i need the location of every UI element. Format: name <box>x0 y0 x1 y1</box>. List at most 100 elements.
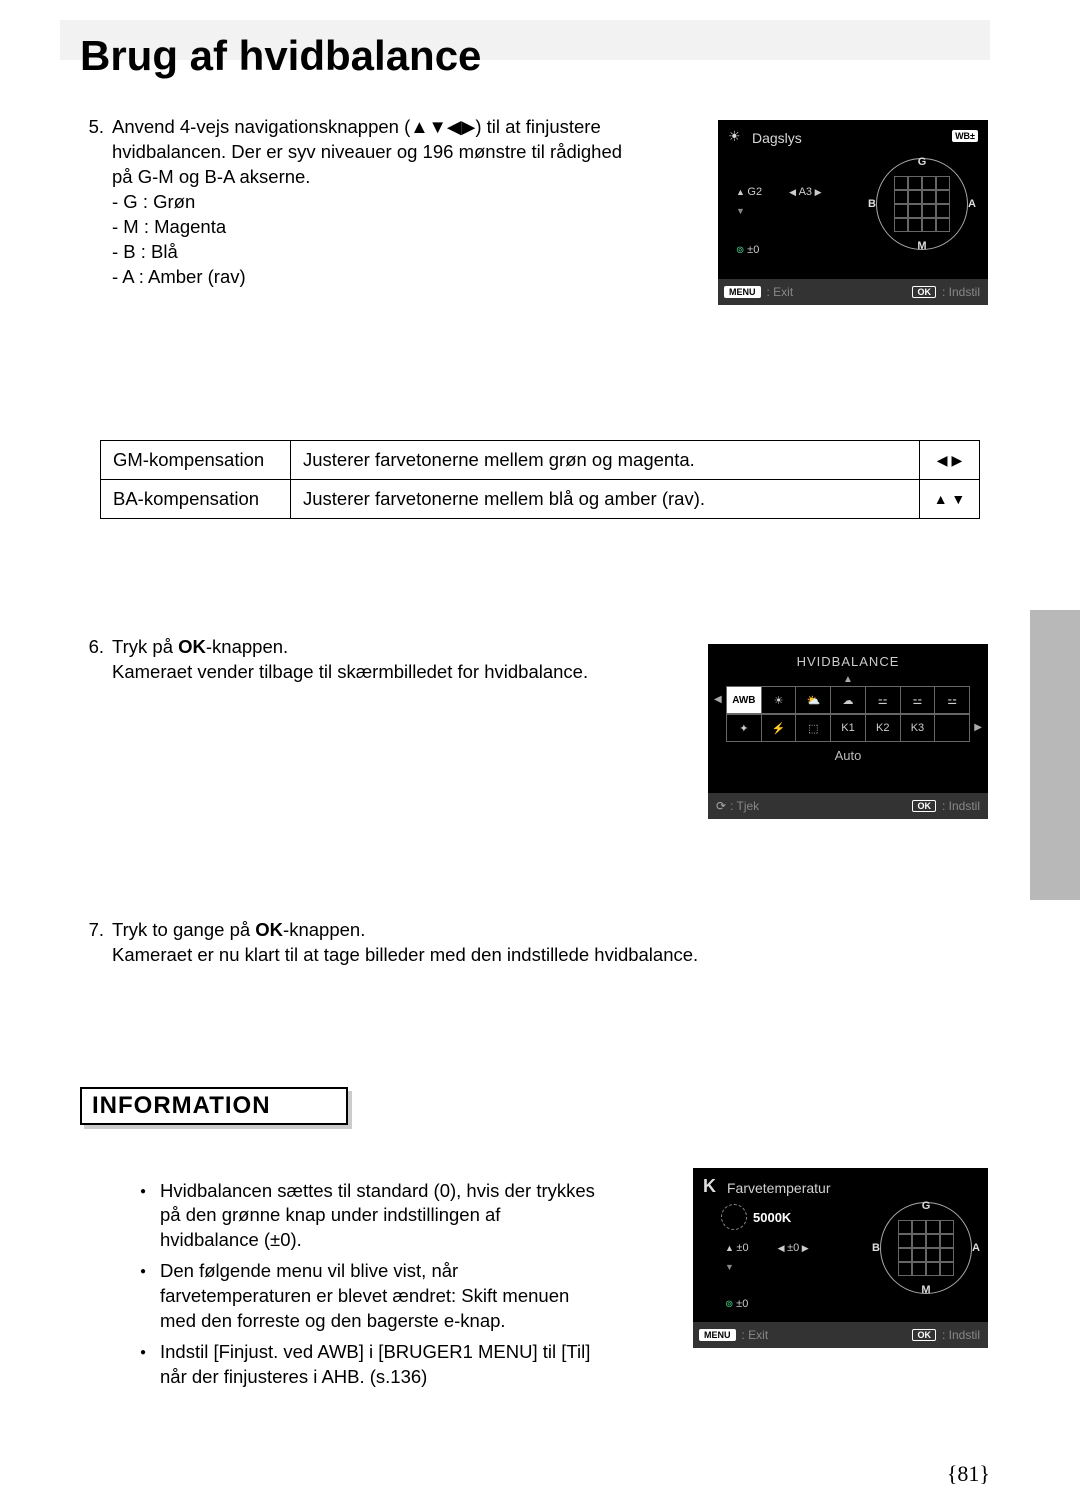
step-7: 7. Tryk to gange på OK-knappen. Kameraet… <box>80 918 880 968</box>
gm-arrows: ◀ ▶ <box>920 441 980 480</box>
wb-awb-cell[interactable]: AWB <box>727 687 762 713</box>
sun-icon: ☀ <box>728 128 741 145</box>
lcd3-val3: ±0 <box>725 1298 748 1310</box>
wb-row-1: AWB ☀ ⛅ ☁ ⚍ ⚍ ⚍ <box>726 686 970 714</box>
lcd3-exit: : Exit <box>742 1328 769 1342</box>
step-5-g: - G : Grøn <box>112 191 195 212</box>
lcd3-k: K <box>703 1176 716 1197</box>
grid-label-a: A <box>968 198 976 210</box>
wb-k2-cell[interactable]: K2 <box>866 715 901 741</box>
wb-fluor3-icon[interactable]: ⚍ <box>935 687 969 713</box>
ok-button-label[interactable]: OK <box>912 800 936 812</box>
lcd2-auto-label: Auto <box>708 748 988 763</box>
lcd1-footer: MENU : Exit OK : Indstil <box>718 279 988 305</box>
gm-desc: Justerer farvetonerne mellem grøn og mag… <box>291 441 920 480</box>
step-7-ok: OK <box>255 919 283 940</box>
step-7-number: 7. <box>80 918 104 943</box>
step-6: 6. Tryk på OK-knappen. Kameraet vender t… <box>80 635 610 685</box>
grid-label-g: G <box>918 156 927 168</box>
step-6-ok: OK <box>178 636 206 657</box>
wb-manual-icon[interactable]: ⬚ <box>796 715 831 741</box>
step-7-text-c: -knappen. <box>283 919 365 940</box>
lcd1-g2: G2 <box>736 186 765 198</box>
lcd1-exit: : Exit <box>767 285 794 299</box>
step-6-text-c: -knappen. <box>206 636 288 657</box>
grid-label-b: B <box>868 198 876 210</box>
grid-label-b: B <box>872 1242 880 1254</box>
lcd1-a3: A3 <box>789 186 821 198</box>
right-arrow-icon: ▶ <box>974 722 982 733</box>
ba-arrows: ▲ ▼ <box>920 480 980 519</box>
lcd3-indstil: : Indstil <box>942 1328 980 1342</box>
left-arrow-icon: ◀ <box>714 694 722 705</box>
lcd3-title: Farvetemperatur <box>727 1180 830 1196</box>
info-bullet-1: Hvidbalancen sættes til standard (0), hv… <box>140 1179 600 1254</box>
lcd3-temp: 5000K <box>753 1210 791 1225</box>
wb-adjustment-grid: G M B A <box>876 158 968 250</box>
wb-cloud-icon[interactable]: ☁ <box>831 687 866 713</box>
step-5-line2: hvidbalancen. Der er syv niveauer og 196… <box>112 141 622 162</box>
wb-tungsten-icon[interactable]: ✦ <box>727 715 762 741</box>
wb-adjustment-grid: G M B A <box>880 1202 972 1294</box>
lcd1-indstil: : Indstil <box>942 285 980 299</box>
lcd3-val1: ±0 <box>725 1242 749 1254</box>
lcd2-indstil: : Indstil <box>942 799 980 813</box>
step-7-text-a: Tryk to gange på <box>112 919 255 940</box>
step-5-a: - A : Amber (rav) <box>112 266 246 287</box>
table-row: BA-kompensation Justerer farvetonerne me… <box>101 480 980 519</box>
wb-row-2: ✦ ⚡ ⬚ K1 K2 K3 <box>726 714 970 742</box>
wb-k3-cell[interactable]: K3 <box>901 715 936 741</box>
menu-button-label[interactable]: MENU <box>699 1329 736 1341</box>
step-7-line2: Kameraet er nu klart til at tage billede… <box>112 944 698 965</box>
wb-fluor2-icon[interactable]: ⚍ <box>901 687 936 713</box>
wb-flash-icon[interactable]: ⚡ <box>762 715 797 741</box>
grid-label-g: G <box>922 1200 931 1212</box>
gm-label: GM-kompensation <box>101 441 291 480</box>
step-5-m: - M : Magenta <box>112 216 226 237</box>
ok-button-label[interactable]: OK <box>912 286 936 298</box>
ba-desc: Justerer farvetonerne mellem blå og ambe… <box>291 480 920 519</box>
lcd-farvetemperatur-screen: K Farvetemperatur 5000K ±0 ±0 ▼ ±0 G M B… <box>693 1168 988 1348</box>
page-title: Brug af hvidbalance <box>80 32 481 80</box>
step-5-line3: på G-M og B-A akserne. <box>112 166 310 187</box>
lcd3-val2: ±0 <box>778 1242 809 1254</box>
lcd-daylight-screen: ☀ Dagslys WB± G2 A3 ▼ ±0 G M B A MENU : … <box>718 120 988 305</box>
table-row: GM-kompensation Justerer farvetonerne me… <box>101 441 980 480</box>
dial-icon <box>721 1204 747 1230</box>
lcd-hvidbalance-screen: HVIDBALANCE ▲ ◀ ▶ AWB ☀ ⛅ ☁ ⚍ ⚍ ⚍ ✦ ⚡ ⬚ … <box>708 644 988 819</box>
step-6-text-a: Tryk på <box>112 636 178 657</box>
lcd2-tjek: : Tjek <box>730 799 759 813</box>
step-5-number: 5. <box>80 115 104 140</box>
information-label: INFORMATION <box>80 1087 348 1125</box>
lcd2-footer: ⟳ : Tjek OK : Indstil <box>708 793 988 819</box>
page: Brug af hvidbalance 5. Anvend 4-vejs nav… <box>0 0 1080 1507</box>
lcd1-title: Dagslys <box>752 130 802 146</box>
step-5-b: - B : Blå <box>112 241 178 262</box>
step-6-line2: Kameraet vender tilbage til skærmbillede… <box>112 661 588 682</box>
wb-fluor1-icon[interactable]: ⚍ <box>866 687 901 713</box>
ok-button-label[interactable]: OK <box>912 1329 936 1341</box>
right-tab-indicator <box>1030 610 1080 900</box>
wb-sun-icon[interactable]: ☀ <box>762 687 797 713</box>
grid-label-m: M <box>917 240 926 252</box>
refresh-icon: ⟳ <box>716 799 726 813</box>
wb-k1-cell[interactable]: K1 <box>831 715 866 741</box>
information-header: INFORMATION <box>80 1087 348 1125</box>
wb-badge: WB± <box>952 130 978 142</box>
step-5-line1: Anvend 4-vejs navigationsknappen (▲▼◀▶) … <box>112 116 601 137</box>
menu-button-label[interactable]: MENU <box>724 286 761 298</box>
info-bullet-2: Den følgende menu vil blive vist, når fa… <box>140 1259 600 1334</box>
up-arrow-icon: ▲ <box>843 674 853 685</box>
grid-label-m: M <box>921 1284 930 1296</box>
lcd1-zero: ±0 <box>736 244 759 256</box>
wb-shade-icon[interactable]: ⛅ <box>796 687 831 713</box>
information-bullets: Hvidbalancen sættes til standard (0), hv… <box>100 1179 600 1397</box>
info-bullet-3: Indstil [Finjust. ved AWB] i [BRUGER1 ME… <box>140 1340 600 1390</box>
grid-label-a: A <box>972 1242 980 1254</box>
page-number: {81} <box>947 1461 990 1487</box>
lcd3-footer: MENU : Exit OK : Indstil <box>693 1322 988 1348</box>
step-6-number: 6. <box>80 635 104 660</box>
ba-label: BA-kompensation <box>101 480 291 519</box>
compensation-table: GM-kompensation Justerer farvetonerne me… <box>100 440 980 519</box>
lcd2-title: HVIDBALANCE <box>708 654 988 669</box>
